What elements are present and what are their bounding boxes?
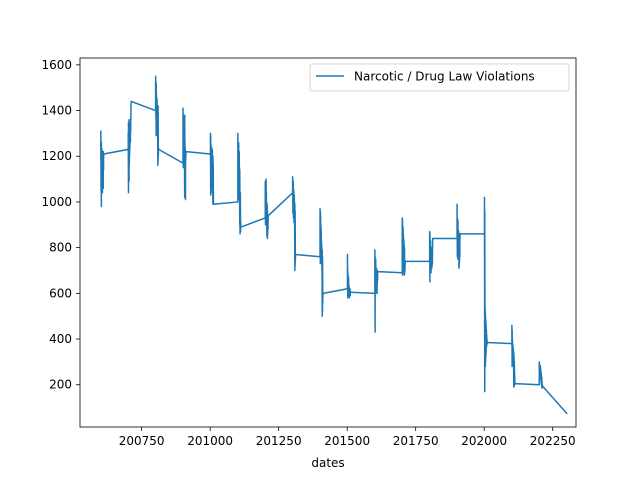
y-axis: 200 400 600 800 1000 1200 1400 1600 [41, 58, 80, 392]
y-tick-label: 1200 [41, 149, 72, 163]
y-tick-label: 1000 [41, 195, 72, 209]
plot-frame [79, 57, 577, 428]
legend-label: Narcotic / Drug Law Violations [354, 70, 535, 84]
x-axis: 200750 201000 201250 201500 201750 202000 2022… [119, 427, 576, 448]
x-tick-label: 201250 [256, 434, 302, 448]
y-tick-label: 600 [49, 286, 72, 300]
series-layer [100, 75, 568, 415]
x-tick-label: 201500 [324, 434, 370, 448]
x-tick-label: 200750 [119, 434, 165, 448]
y-tick-label: 1600 [41, 58, 72, 72]
x-axis-label: dates [311, 456, 344, 470]
series-line-0 [100, 75, 568, 415]
x-tick-label: 201750 [393, 434, 439, 448]
x-tick-label: 202000 [461, 434, 507, 448]
x-tick-label: 201000 [187, 434, 233, 448]
y-tick-label: 200 [49, 378, 72, 392]
y-tick-label: 800 [49, 241, 72, 255]
y-tick-label: 400 [49, 332, 72, 346]
y-tick-label: 1400 [41, 104, 72, 118]
x-tick-label: 202250 [530, 434, 576, 448]
legend-box [309, 63, 570, 92]
legend: Narcotic / Drug Law Violations [309, 63, 570, 92]
